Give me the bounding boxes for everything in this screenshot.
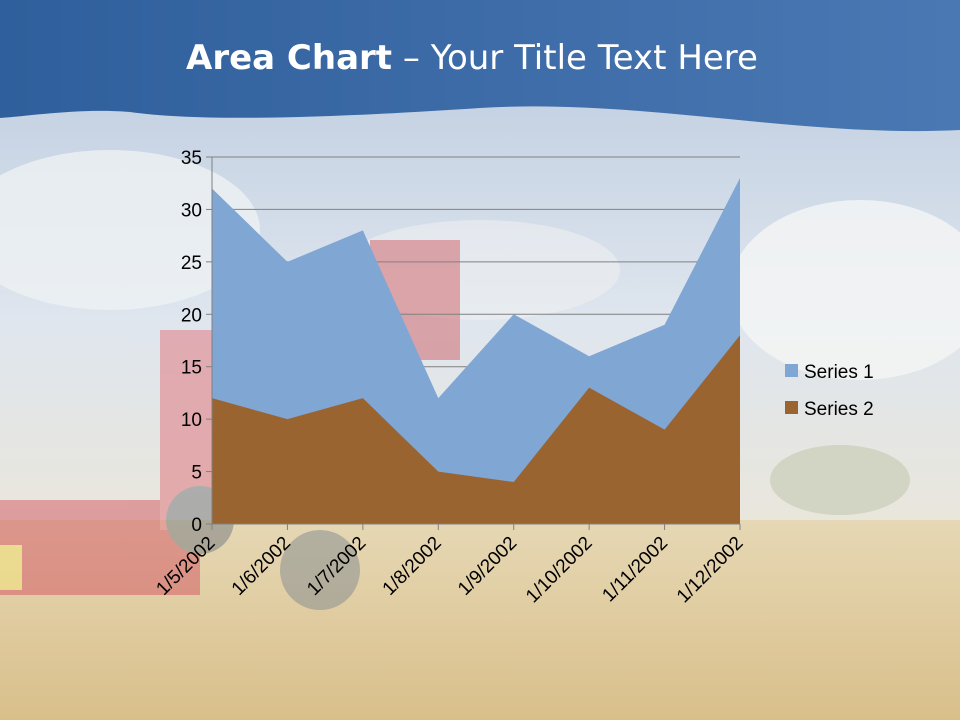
x-tick-label-0: 1/5/2002 [152, 533, 219, 600]
y-tick-label-2: 10 [181, 410, 202, 431]
title-bold: Area Chart [186, 38, 393, 78]
y-tick-label-7: 35 [181, 148, 202, 169]
y-tick-label-3: 15 [181, 358, 202, 379]
legend: Series 1 Series 2 [785, 362, 874, 420]
slide-title: Area Chart – Your Title Text Here [0, 38, 944, 78]
x-tick-labels: 1/5/2002 1/6/2002 1/7/2002 1/8/2002 1/9/2002… [152, 533, 747, 608]
x-tick-label-5: 1/10/2002 [522, 533, 597, 608]
x-tick-label-2: 1/7/2002 [303, 533, 370, 600]
legend-label-2: Series 2 [804, 399, 874, 420]
x-tick-label-7: 1/12/2002 [673, 533, 748, 608]
legend-label-1: Series 1 [804, 362, 874, 383]
y-tick-label-0: 0 [191, 515, 202, 536]
axes [206, 156, 741, 530]
x-tick-label-6: 1/11/2002 [598, 533, 672, 607]
x-tick-label-1: 1/6/2002 [228, 533, 295, 600]
y-tick-labels: 0 5 10 15 20 25 30 35 [181, 148, 202, 536]
y-tick-label-6: 30 [181, 200, 202, 221]
x-tick-label-4: 1/9/2002 [454, 533, 521, 600]
chart-areas [212, 177, 740, 524]
title-separator: – [392, 38, 431, 78]
x-tick-label-3: 1/8/2002 [379, 533, 446, 600]
title-rest: Your Title Text Here [430, 38, 758, 78]
area-series-2 [212, 335, 740, 524]
y-tick-label-4: 20 [181, 305, 202, 326]
harvester-image [0, 240, 460, 610]
legend-swatch-1 [785, 364, 798, 377]
legend-swatch-2 [785, 401, 798, 414]
y-tick-label-5: 25 [181, 253, 202, 274]
y-tick-label-1: 5 [191, 463, 202, 484]
